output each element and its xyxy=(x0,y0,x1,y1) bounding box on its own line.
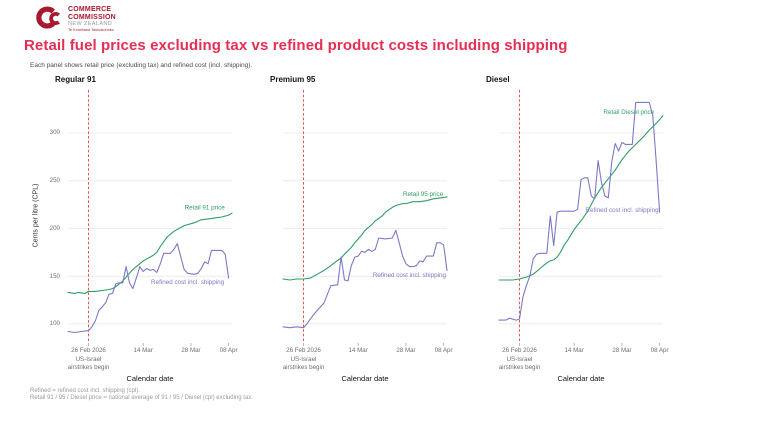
x-tick-label: 14 Mar xyxy=(564,347,584,354)
commerce-commission-logo-icon xyxy=(36,6,60,29)
logo-text-new-zealand: NEW ZEALAND xyxy=(68,21,113,27)
retail-line-label: Retail 91 price xyxy=(185,204,226,211)
commerce-commission-logo: COMMERCE COMMISSION NEW ZEALAND Te Komih… xyxy=(36,4,116,33)
y-tick-label-150: 150 xyxy=(49,272,60,280)
panel-title-diesel: Diesel xyxy=(486,75,510,84)
x-tick-label: 28 Mar xyxy=(181,347,201,354)
footnote-retail-definition: Retail 91 / 95 / Diesel price = national… xyxy=(30,395,253,401)
y-tick-label-300: 300 xyxy=(49,129,60,137)
refined-line xyxy=(67,243,230,334)
x-tick-label: 08 Apr xyxy=(650,347,669,354)
y-tick-label-250: 250 xyxy=(49,177,60,185)
y-tick-label-100: 100 xyxy=(49,320,60,328)
x-tick-label: 26 Feb 2026 xyxy=(502,347,537,354)
logo-text-maori: Te Komihana Tauhokohoko xyxy=(68,27,114,32)
x-tick-label: 08 Apr xyxy=(219,347,238,354)
x-tick-label: 26 Feb 2026 xyxy=(71,347,106,354)
event-annotation-line-2: airstrikes begin xyxy=(67,363,110,371)
x-axis-title: Calendar date xyxy=(557,374,605,383)
x-axis-title: Calendar date xyxy=(341,374,389,383)
x-tick-label: 26 Feb 2026 xyxy=(286,347,321,354)
logo-text-commission: COMMISSION xyxy=(68,13,116,21)
retail-line xyxy=(67,212,233,294)
refined-line-label: Refined cost incl. shipping xyxy=(585,207,659,214)
x-axis-title: Calendar date xyxy=(126,374,174,383)
x-tick-label: 08 Apr xyxy=(434,347,453,354)
panel-title-regular-91: Regular 91 xyxy=(55,75,96,84)
retail-line xyxy=(282,196,448,281)
footnote-refined-definition: Refined = refined cost incl. shipping (c… xyxy=(30,388,140,394)
retail-line-label: Retail Diesel price xyxy=(603,109,654,116)
retail-line xyxy=(498,115,664,281)
panel-title-premium-95: Premium 95 xyxy=(270,75,316,84)
event-annotation-line-1: US-Israel xyxy=(75,356,102,363)
y-tick-label-200: 200 xyxy=(49,224,60,232)
refined-line-label: Refined cost incl. shipping xyxy=(151,279,225,286)
x-tick-label: 28 Mar xyxy=(612,347,632,354)
page-subtitle: Each panel shows retail price (excluding… xyxy=(30,62,253,69)
page-title: Retail fuel prices excluding tax vs refi… xyxy=(24,37,568,54)
event-annotation-line-1: US-Israel xyxy=(506,356,533,363)
refined-line-label: Refined cost incl. shipping xyxy=(373,272,447,279)
logo-text-commerce: COMMERCE xyxy=(68,6,112,13)
refined-line xyxy=(282,229,448,329)
x-tick-label: 14 Mar xyxy=(133,347,153,354)
x-tick-label: 28 Mar xyxy=(396,347,416,354)
event-annotation-line-1: US-Israel xyxy=(290,356,317,363)
plot-premium-95: Retail 95 price Refined cost incl. shippi… xyxy=(282,90,448,346)
footnotes: Refined = refined cost incl. shipping (c… xyxy=(30,388,253,402)
event-annotation-line-2: airstrikes begin xyxy=(498,363,541,371)
event-annotation-line-2: airstrikes begin xyxy=(282,363,325,371)
x-tick-label: 14 Mar xyxy=(348,347,368,354)
plot-regular-91: Retail 91 price Refined cost incl. shippi… xyxy=(67,90,233,346)
refined-line xyxy=(498,101,661,321)
plot-diesel: Retail Diesel price Refined cost incl. sh… xyxy=(498,90,664,346)
retail-line-label: Retail 95 price xyxy=(403,191,444,198)
